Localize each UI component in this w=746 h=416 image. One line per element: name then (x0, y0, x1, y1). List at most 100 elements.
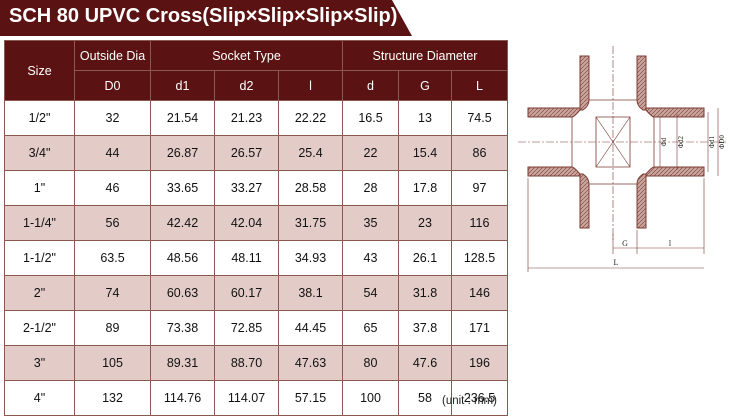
value-cell: 80 (342, 345, 399, 381)
value-cell: 26.57 (214, 135, 279, 171)
table-header: Size Outside Dia Socket Type Structure D… (4, 40, 509, 101)
table-row: 1/2" 32 21.54 21.23 22.22 16.5 13 74.5 (4, 100, 509, 136)
value-cell: 33.65 (150, 170, 215, 206)
bottom-right-wall (636, 173, 647, 229)
header-d1: d1 (150, 70, 215, 101)
value-cell: 236.5 (450, 380, 509, 416)
value-cell: 23 (398, 205, 452, 241)
value-cell: 116 (450, 205, 509, 241)
header-outside-dia: Outside Dia (74, 40, 151, 71)
value-cell: 43 (342, 240, 399, 276)
header-d0: D0 (74, 70, 151, 101)
value-cell: 21.23 (214, 100, 279, 136)
value-cell: 22 (342, 135, 399, 171)
value-cell: 42.42 (150, 205, 215, 241)
value-cell: 60.63 (150, 275, 215, 311)
spec-table: Size Outside Dia Socket Type Structure D… (4, 40, 509, 416)
table-row: 1-1/2" 63.5 48.56 48.11 34.93 43 26.1 128.5 (4, 240, 509, 276)
label-d1: Φd1 (708, 135, 716, 148)
value-cell: 22.22 (278, 100, 343, 136)
value-cell: 196 (450, 345, 509, 381)
value-cell: 46 (74, 170, 151, 206)
value-cell: 47.6 (398, 345, 452, 381)
bore-diagonal-b (595, 116, 631, 168)
size-cell: 3/4" (4, 135, 75, 171)
title-banner (0, 0, 412, 36)
value-cell: 34.93 (278, 240, 343, 276)
header-d2: d2 (214, 70, 279, 101)
value-cell: 28 (342, 170, 399, 206)
value-cell: 56 (74, 205, 151, 241)
label-d: Φd (660, 137, 668, 146)
label-g: G (622, 239, 628, 248)
header-l-length: L (450, 70, 509, 101)
table-body: 1/2" 32 21.54 21.23 22.22 16.5 13 74.5 3/4" 44 26.… (4, 100, 509, 416)
bottom-left-wall (579, 173, 590, 229)
header-socket-type: Socket Type (150, 40, 343, 71)
cross-fitting-drawing: Φd Φd2 Φd1 ΦD0 G l L (518, 46, 728, 272)
value-cell: 57.15 (278, 380, 343, 416)
header-l-socket: l (278, 70, 343, 101)
value-cell: 74 (74, 275, 151, 311)
size-cell: 1-1/4" (4, 205, 75, 241)
table-row: 3/4" 44 26.87 26.57 25.4 22 15.4 86 (4, 135, 509, 171)
page-title: SCH 80 UPVC Cross(Slip×Slip×Slip×Slip) (9, 5, 398, 27)
left-top-wall (527, 107, 581, 118)
value-cell: 171 (450, 310, 509, 346)
value-cell: 88.70 (214, 345, 279, 381)
label-l-small: l (669, 239, 672, 248)
value-cell: 13 (398, 100, 452, 136)
header-g: G (398, 70, 452, 101)
value-cell: 73.38 (150, 310, 215, 346)
size-cell: 3" (4, 345, 75, 381)
value-cell: 89.31 (150, 345, 215, 381)
value-cell: 48.56 (150, 240, 215, 276)
value-cell: 114.07 (214, 380, 279, 416)
value-cell: 26.87 (150, 135, 215, 171)
value-cell: 146 (450, 275, 509, 311)
value-cell: 89 (74, 310, 151, 346)
top-right-wall (636, 55, 647, 111)
value-cell: 25.4 (278, 135, 343, 171)
value-cell: 60.17 (214, 275, 279, 311)
label-d2: Φd2 (677, 135, 685, 148)
right-bottom-wall (645, 166, 705, 177)
table-row: 4" 132 114.76 114.07 57.15 100 58 236.5 (4, 380, 509, 416)
size-cell: 2" (4, 275, 75, 311)
value-cell: 54 (342, 275, 399, 311)
value-cell: 97 (450, 170, 509, 206)
unit-note: (unit : mm) (442, 395, 497, 407)
header-d: d (342, 70, 399, 101)
table-row: 1-1/4" 56 42.42 42.04 31.75 35 23 116 (4, 205, 509, 241)
size-cell: 1" (4, 170, 75, 206)
value-cell: 86 (450, 135, 509, 171)
value-cell: 47.63 (278, 345, 343, 381)
value-cell: 38.1 (278, 275, 343, 311)
value-cell: 65 (342, 310, 399, 346)
value-cell: 15.4 (398, 135, 452, 171)
value-cell: 44 (74, 135, 151, 171)
value-cell: 35 (342, 205, 399, 241)
value-cell: 105 (74, 345, 151, 381)
value-cell: 63.5 (74, 240, 151, 276)
label-d0: ΦD0 (718, 135, 726, 149)
value-cell: 17.8 (398, 170, 452, 206)
value-cell: 58 (398, 380, 452, 416)
size-cell: 1/2" (4, 100, 75, 136)
value-cell: 114.76 (150, 380, 215, 416)
value-cell: 32 (74, 100, 151, 136)
right-top-wall (645, 107, 705, 118)
top-left-wall (579, 55, 590, 111)
label-big-l: L (614, 258, 619, 267)
value-cell: 33.27 (214, 170, 279, 206)
table-row: 2" 74 60.63 60.17 38.1 54 31.8 146 (4, 275, 509, 311)
value-cell: 44.45 (278, 310, 343, 346)
table-row: 1" 46 33.65 33.27 28.58 28 17.8 97 (4, 170, 509, 206)
value-cell: 21.54 (150, 100, 215, 136)
table-row: 2-1/2" 89 73.38 72.85 44.45 65 37.8 171 (4, 310, 509, 346)
size-cell: 4" (4, 380, 75, 416)
value-cell: 132 (74, 380, 151, 416)
left-bottom-wall (527, 166, 581, 177)
value-cell: 42.04 (214, 205, 279, 241)
value-cell: 16.5 (342, 100, 399, 136)
